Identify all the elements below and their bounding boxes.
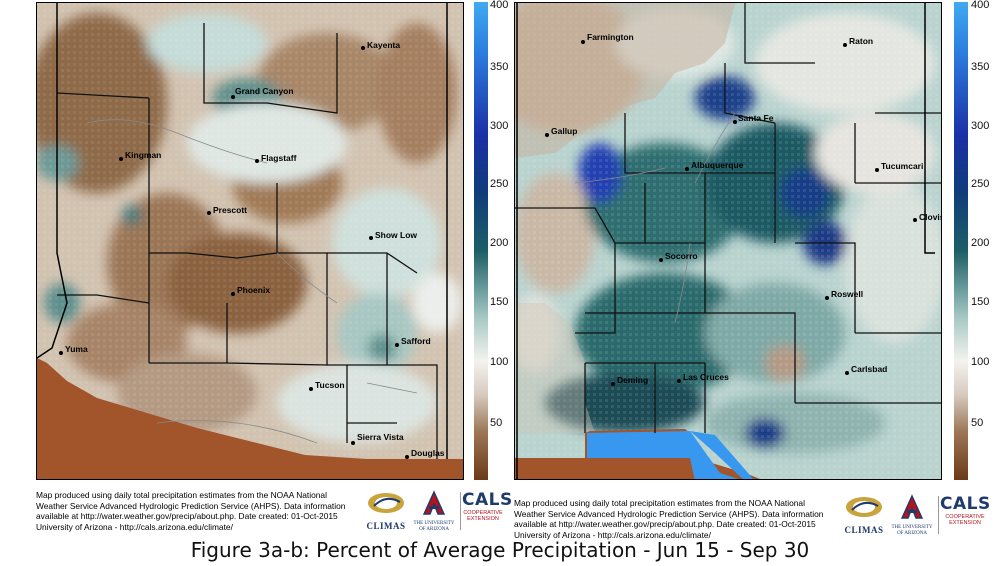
credit-line: Map produced using daily total precipita… <box>36 490 327 500</box>
colorbar-tick-50: 50 <box>971 417 984 429</box>
city-safford: Safford <box>401 336 431 346</box>
city-phoenix: Phoenix <box>237 285 271 295</box>
city-farmington: Farmington <box>587 32 634 42</box>
colorbar-tick-200: 200 <box>490 237 509 249</box>
ua-line1: THE UNIVERSITY <box>413 521 455 526</box>
university-of-arizona-logo: THE UNIVERSITY OF ARIZONA <box>410 490 458 532</box>
credit-text-right: Map produced using daily total precipita… <box>514 498 834 540</box>
city-prescott: Prescott <box>213 205 248 215</box>
city-las-cruces: Las Cruces <box>683 372 729 382</box>
ua-line2: OF ARIZONA <box>419 527 449 532</box>
city-kingman: Kingman <box>125 150 162 160</box>
colorbar-tick-150: 150 <box>490 296 509 308</box>
credit-line: Weather Service Advanced Hydrologic Pred… <box>514 508 824 519</box>
city-kayenta: Kayenta <box>367 40 401 50</box>
credit-text-left: Map produced using daily total precipita… <box>36 490 356 532</box>
university-of-arizona-logo: THE UNIVERSITY OF ARIZONA <box>888 494 936 536</box>
colorbar-tick-300: 300 <box>971 120 990 132</box>
city-gallup: Gallup <box>551 126 578 136</box>
credit-line: University of Arizona - http://cals.ariz… <box>514 529 711 540</box>
new-mexico-panel: Farmington Raton Gallup Santa Fe Albuque… <box>500 0 1000 490</box>
city-yuma: Yuma <box>65 344 88 354</box>
new-mexico-map: Farmington Raton Gallup Santa Fe Albuque… <box>514 2 942 480</box>
city-tucumcari: Tucumcari <box>881 161 924 171</box>
ua-line1: THE UNIVERSITY <box>891 525 933 530</box>
city-grand-canyon: Grand Canyon <box>235 86 294 96</box>
arizona-precip-raster <box>37 3 463 479</box>
city-clovis: Clovis <box>919 212 942 222</box>
city-deming: Deming <box>617 375 649 385</box>
logo-divider <box>938 496 939 534</box>
cals-wordmark: CALS <box>940 494 991 514</box>
climas-logo: CLIMAS <box>840 494 888 535</box>
colorbar-tick-200: 200 <box>971 237 990 249</box>
cals-line2: EXTENSION <box>467 516 499 522</box>
city-show-low: Show Low <box>375 230 418 240</box>
colorbar-tick-100: 100 <box>490 356 509 368</box>
city-santa-fe: Santa Fe <box>738 113 774 123</box>
city-raton: Raton <box>849 36 874 46</box>
logo-divider <box>460 492 461 530</box>
colorbar-tick-300: 300 <box>490 120 509 132</box>
credit-line: available at http://water.weather.gov/pr… <box>36 511 338 521</box>
credit-line: Weather Service Advanced Hydrologic Pred… <box>36 500 346 511</box>
city-roswell: Roswell <box>831 289 864 299</box>
cals-wordmark: CALS <box>462 490 513 510</box>
city-carlsbad: Carlsbad <box>851 364 888 374</box>
arizona-panel: Kayenta Grand Canyon Kingman Flagstaff P… <box>0 0 508 490</box>
climas-wordmark: CLIMAS <box>366 521 406 531</box>
new-mexico-colorbar <box>954 2 968 480</box>
cals-logo: CALS COOPERATIVE EXTENSION <box>462 490 513 532</box>
cals-line1: COOPERATIVE <box>463 510 503 516</box>
climas-logo: CLIMAS <box>362 490 410 531</box>
credit-line: available at http://water.weather.gov/pr… <box>514 519 816 529</box>
cals-line1: COOPERATIVE <box>945 514 985 520</box>
arizona-colorbar <box>474 2 488 480</box>
city-albuquerque: Albuquerque <box>691 160 744 170</box>
colorbar-tick-50: 50 <box>490 417 503 429</box>
credit-line: Map produced using daily total precipita… <box>514 498 805 508</box>
colorbar-tick-250: 250 <box>490 178 509 190</box>
figure-caption: Figure 3a-b: Percent of Average Precipit… <box>190 538 810 562</box>
colorbar-tick-100: 100 <box>971 356 990 368</box>
colorbar-tick-350: 350 <box>490 61 509 73</box>
climas-wordmark: CLIMAS <box>844 525 884 535</box>
ua-line2: OF ARIZONA <box>897 531 927 536</box>
cals-logo: CALS COOPERATIVE EXTENSION <box>940 494 990 536</box>
city-tucson: Tucson <box>315 380 345 390</box>
city-flagstaff: Flagstaff <box>261 153 297 163</box>
city-socorro: Socorro <box>665 251 698 261</box>
new-mexico-precip-raster <box>515 3 941 479</box>
colorbar-tick-400: 400 <box>490 0 509 11</box>
arizona-map: Kayenta Grand Canyon Kingman Flagstaff P… <box>36 2 464 480</box>
city-douglas: Douglas <box>411 448 445 458</box>
cals-line2: EXTENSION <box>949 520 981 526</box>
credit-line: University of Arizona - http://cals.ariz… <box>36 521 233 532</box>
colorbar-tick-250: 250 <box>971 178 990 190</box>
colorbar-tick-350: 350 <box>971 61 990 73</box>
colorbar-tick-150: 150 <box>971 296 990 308</box>
city-sierra-vista: Sierra Vista <box>357 432 404 442</box>
colorbar-tick-400: 400 <box>971 0 990 11</box>
